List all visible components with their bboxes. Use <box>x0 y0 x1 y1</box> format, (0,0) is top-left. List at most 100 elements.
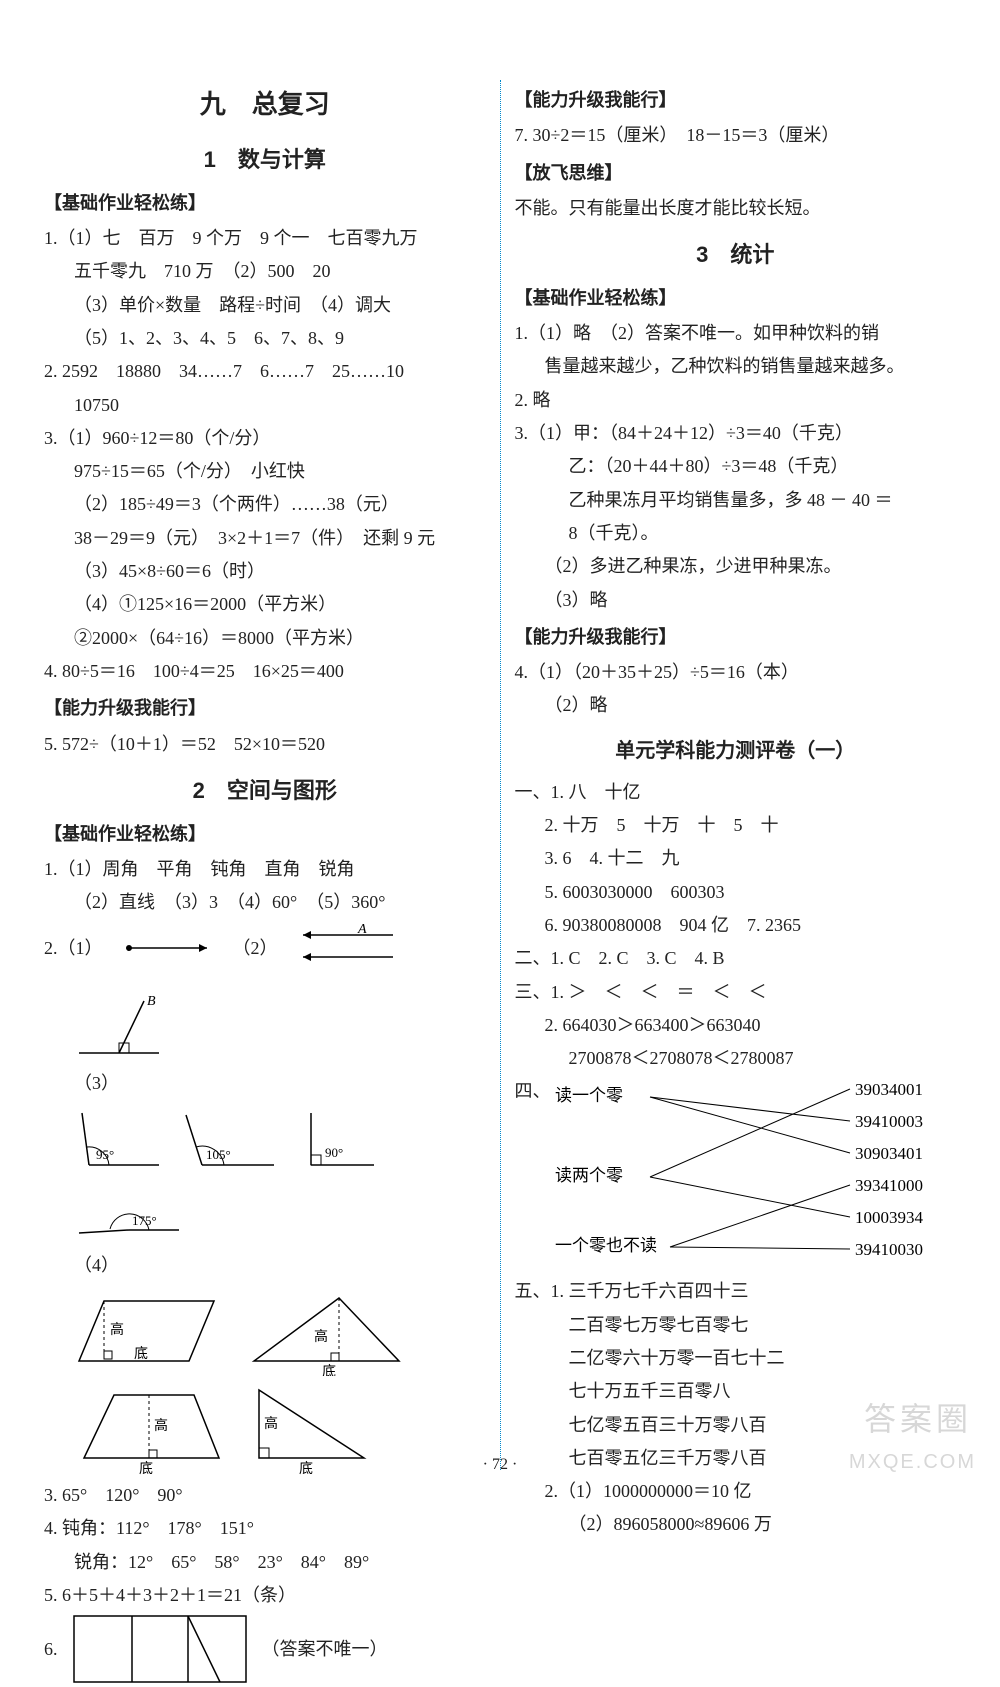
q3-line7: ②2000×（64÷16）＝8000（平方米） <box>44 622 486 655</box>
match-right-0: 39034001 <box>855 1080 923 1099</box>
diagram-row-shapes1: 高 底 高 底 <box>74 1286 486 1376</box>
unit-test-title: 单元学科能力测评卷（一） <box>515 733 957 770</box>
angle-90-label: 90° <box>325 1145 343 1160</box>
u5a: 五、1. 三千万七千六百四十三 <box>515 1275 957 1308</box>
divided-rectangle-diagram <box>70 1612 250 1687</box>
match-right-4: 10003934 <box>855 1208 924 1227</box>
triangle-base: 底 <box>322 1364 336 1376</box>
perpendicular-diagram: B <box>74 993 164 1063</box>
u1d: 5. 6003030000 600303 <box>515 876 957 909</box>
right-column: 【能力升级我能行】 7. 30÷2＝15（厘米） 18－15＝3（厘米） 【放飞… <box>501 80 971 1470</box>
s1b-line: 售量越来越少，乙种饮料的销售量越来越多。 <box>515 350 957 383</box>
match-right-3: 39341000 <box>855 1176 923 1195</box>
angle-175: 175° <box>74 1195 184 1245</box>
angle-90: 90° <box>299 1105 379 1175</box>
ability-heading-r2: 【能力升级我能行】 <box>515 621 957 654</box>
u5h: （2）896058000≈89606 万 <box>515 1508 957 1541</box>
s1-line: 1.（1）略 （2）答案不唯一。如甲种饮料的销 <box>515 317 957 350</box>
u5b: 二百零七万零七百零七 <box>515 1309 957 1342</box>
section-2-title: 2 空间与图形 <box>44 771 486 812</box>
parallelogram-diagram: 高 底 <box>74 1286 224 1376</box>
q5-line: 5. 572÷（10＋1）＝52 52×10＝520 <box>44 728 486 761</box>
g6-label: 6. <box>44 1633 58 1666</box>
s3f-line: （3）略 <box>515 584 957 617</box>
angle-105: 105° <box>184 1105 279 1175</box>
q1-line2: 五千零九 710 万 （2）500 20 <box>44 255 486 288</box>
s3a-line: 3.（1）甲：（84＋24＋12）÷3＝40（千克） <box>515 417 957 450</box>
u5g: 2.（1）1000000000＝10 亿 <box>515 1475 957 1508</box>
angle-175-label: 175° <box>132 1213 157 1228</box>
parallel-lines-diagram: A <box>298 923 408 973</box>
u3a: 三、1. ＞ ＜ ＜ ＝ ＜ ＜ <box>515 976 957 1009</box>
page-number: · 72 · <box>0 1456 1000 1474</box>
q3-line6: （4）①125×16＝2000（平方米） <box>44 588 486 621</box>
ability-heading: 【能力升级我能行】 <box>44 692 486 725</box>
chapter-title: 九 总复习 <box>44 80 486 128</box>
diagram-row-1: 2.（1） （2） A B <box>74 923 486 1063</box>
q1-line: 1.（1）七 百万 9 个万 9 个一 七百零九万 <box>44 222 486 255</box>
q4-line: 4. 80÷5＝16 100÷4＝25 16×25＝400 <box>44 655 486 688</box>
angle-105-label: 105° <box>206 1147 231 1162</box>
match-left-2: 一个零也不读 <box>555 1236 657 1255</box>
q3-line1: 3.（1）960÷12＝80（个/分） <box>44 422 486 455</box>
g6-note: （答案不唯一） <box>262 1633 388 1666</box>
match-left-1: 读两个零 <box>555 1166 623 1185</box>
angle-95-label: 95° <box>96 1147 114 1162</box>
basic-heading: 【基础作业轻松练】 <box>44 187 486 220</box>
u4-label: 四、 <box>515 1075 551 1108</box>
ability-heading-r: 【能力升级我能行】 <box>515 84 957 117</box>
q2-line2: 10750 <box>44 389 486 422</box>
g1-line2: （2）直线 （3）3 （4）60° （5）360° <box>44 886 486 919</box>
q3-line3: （2）185÷49＝3（个两件）……38（元） <box>44 488 486 521</box>
match-right-1: 39410003 <box>855 1112 923 1131</box>
q3-line2: 975÷15＝65（个/分） 小红快 <box>44 455 486 488</box>
s4b-line: （2）略 <box>515 689 957 722</box>
q3-line4: 38－29＝9（元） 3×2＋1＝7（件） 还剩 9 元 <box>44 522 486 555</box>
basic-heading-2: 【基础作业轻松练】 <box>44 818 486 851</box>
u1c: 3. 6 4. 十二 九 <box>515 842 957 875</box>
two-column-layout: 九 总复习 1 数与计算 【基础作业轻松练】 1.（1）七 百万 9 个万 9 … <box>30 80 970 1470</box>
u5c: 二亿零六十万零一百七十二 <box>515 1342 957 1375</box>
parallelogram-height: 高 <box>110 1321 124 1338</box>
line-segment-diagram <box>123 933 213 963</box>
u1a: 一、1. 八 十亿 <box>515 776 957 809</box>
q1-line4: （5）1、2、3、4、5 6、7、8、9 <box>44 322 486 355</box>
section-3-title: 3 统计 <box>515 235 957 276</box>
fly-line: 不能。只有能量出长度才能比较长短。 <box>515 192 957 225</box>
left-column: 九 总复习 1 数与计算 【基础作业轻松练】 1.（1）七 百万 9 个万 9 … <box>30 80 501 1470</box>
s3e-line: （2）多进乙种果冻，少进甲种果冻。 <box>515 550 957 583</box>
g2-label-1: 2.（1） <box>44 932 103 965</box>
matching-block: 四、 读一个零 读两个零 一个零也不读 39034001 39410003 30… <box>515 1075 957 1275</box>
u5d: 七十万五千三百零八 <box>515 1375 957 1408</box>
triangle-diagram: 高 底 <box>244 1286 404 1376</box>
u2: 二、1. C 2. C 3. C 4. B <box>515 942 957 975</box>
fly-heading: 【放飞思维】 <box>515 157 957 190</box>
g1-line1: 1.（1）周角 平角 钝角 直角 锐角 <box>44 853 486 886</box>
q2-line: 2. 2592 18880 34……7 6……7 25……10 <box>44 355 486 388</box>
right-triangle-height: 高 <box>264 1415 278 1432</box>
u3c: 2700878＜2708078＜2780087 <box>515 1042 957 1075</box>
u1e: 6. 90380080008 904 亿 7. 2365 <box>515 909 957 942</box>
angle-95: 95° <box>74 1105 164 1175</box>
label-B: B <box>147 994 156 1009</box>
g5-line: 5. 6＋5＋4＋3＋2＋1＝21（条） <box>44 1579 486 1612</box>
u5e: 七亿零五百三十万零八百 <box>515 1409 957 1442</box>
g4-line1: 4. 钝角：112° 178° 151° <box>44 1512 486 1545</box>
s3d-line: 8（千克）。 <box>515 517 957 550</box>
basic-heading-r: 【基础作业轻松练】 <box>515 282 957 315</box>
trapezoid-height: 高 <box>154 1417 168 1434</box>
match-right-5: 39410030 <box>855 1240 923 1259</box>
u3b: 2. 664030＞663400＞663040 <box>515 1009 957 1042</box>
g2-label-4: （4） <box>44 1249 486 1282</box>
s3c-line: 乙种果冻月平均销售量多，多 48 － 40 ＝ <box>515 484 957 517</box>
u1b: 2. 十万 5 十万 十 5 十 <box>515 809 957 842</box>
parallelogram-base: 底 <box>134 1346 148 1362</box>
section-1-title: 1 数与计算 <box>44 140 486 181</box>
match-right-2: 30903401 <box>855 1144 923 1163</box>
s2-line: 2. 略 <box>515 384 957 417</box>
g6-row: 6. （答案不唯一） <box>44 1612 486 1687</box>
g2-label-2: （2） <box>233 932 278 965</box>
triangle-height: 高 <box>314 1328 328 1345</box>
s4a-line: 4.（1）（20＋35＋25）÷5＝16（本） <box>515 656 957 689</box>
match-left-0: 读一个零 <box>555 1086 623 1105</box>
